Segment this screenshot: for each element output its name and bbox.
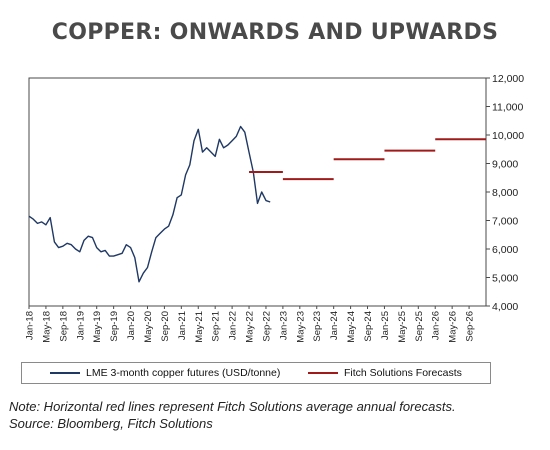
x-tick-label: Sep-19 [109,311,120,342]
x-tick-label: May-23 [295,311,306,343]
legend-swatch-fitch-forecasts [308,371,338,375]
x-tick-label: May-19 [92,311,103,343]
x-tick-label: Sep-25 [414,311,425,342]
legend-label-fitch-forecasts: Fitch Solutions Forecasts [344,367,462,379]
legend-item-fitch-forecasts: Fitch Solutions Forecasts [308,363,462,383]
x-tick-label: Jan-23 [278,311,289,340]
y-tick-label: 7,000 [492,216,518,228]
x-tick-label: Sep-24 [363,311,374,342]
y-tick-label: 9,000 [492,159,518,171]
chart-title: COPPER: ONWARDS AND UPWARDS [51,20,499,45]
footnote: Note: Horizontal red lines represent Fit… [9,398,544,432]
x-tick-label: May-20 [143,311,154,343]
x-tick-label: Sep-20 [160,311,171,342]
y-tick-label: 10,000 [492,130,524,142]
legend: LME 3-month copper futures (USD/tonne) F… [21,362,491,384]
x-tick-label: May-25 [397,311,408,343]
x-tick-label: Jan-21 [177,311,188,340]
x-tick-label: Jan-18 [25,311,36,340]
legend-swatch-copper-futures [50,371,80,375]
x-tick-label: Jan-26 [431,311,442,340]
plot-frame [28,77,487,307]
footnote-source: Source: Bloomberg, Fitch Solutions [9,416,213,431]
y-tick-label: 6,000 [492,244,518,256]
legend-item-copper-futures: LME 3-month copper futures (USD/tonne) [50,363,280,383]
x-tick-label: May-24 [346,311,357,343]
x-tick-label: Jan-25 [380,311,391,340]
y-tick-label: 8,000 [492,187,518,199]
x-tick-label: May-26 [448,311,459,343]
plot-series [28,125,486,283]
legend-label-copper-futures: LME 3-month copper futures (USD/tonne) [86,367,281,379]
y-tick-label: 4,000 [492,301,518,313]
x-tick-label: Sep-18 [58,311,69,342]
x-tick-label: Jan-19 [75,311,86,340]
x-tick-label: Sep-23 [312,311,323,342]
y-tick-label: 5,000 [492,273,518,285]
x-tick-label: May-18 [41,311,52,343]
series-line-copper-futures [28,125,271,283]
y-tick-label: 12,000 [492,73,524,85]
y-axis: 4,000 5,000 6,000 7,000 8,000 9,000 10,000 11,0… [486,73,524,313]
x-tick-label: Sep-26 [465,311,476,342]
x-axis: Jan-18 May-18 Sep-18 Jan-19 May-19 Sep-19 Jan-… [25,306,476,343]
x-tick-label: Sep-22 [261,311,272,342]
x-tick-label: May-21 [194,311,205,343]
x-tick-label: Jan-24 [329,311,340,340]
x-tick-label: Jan-20 [126,311,137,340]
x-tick-label: May-22 [245,311,256,343]
x-tick-label: Sep-21 [211,311,222,342]
footnote-note: Note: Horizontal red lines represent Fit… [9,399,456,414]
y-tick-label: 11,000 [492,102,523,114]
x-tick-label: Jan-22 [228,311,239,340]
